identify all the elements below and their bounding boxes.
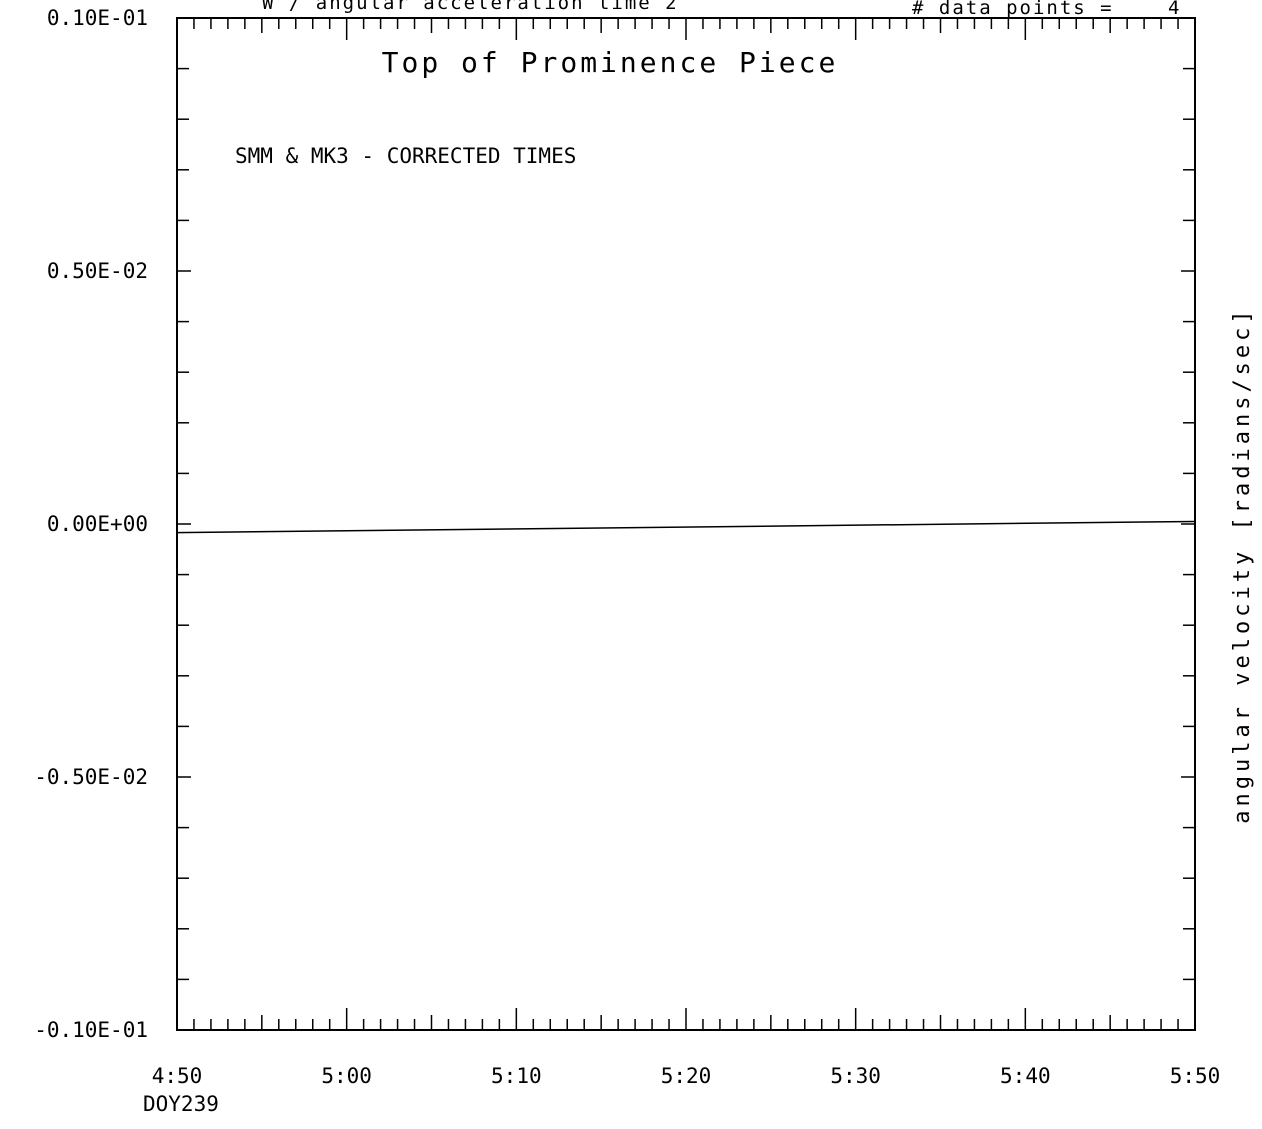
data-points-value: 4 <box>1168 0 1181 19</box>
data-points-label: # data points = <box>912 0 1114 19</box>
x-tick-label: 5:30 <box>830 1064 881 1088</box>
header-left-text: W / angular acceleration time 2 <box>262 0 679 14</box>
chart-title: Top of Prominence Piece <box>382 46 839 79</box>
series-group <box>176 520 1196 534</box>
x-tick-labels: 4:50 5:00 5:10 5:20 5:30 5:40 5:50 <box>152 1064 1221 1088</box>
x-tick-label: 5:00 <box>321 1064 372 1088</box>
y-tick-label: 0.50E-02 <box>47 259 148 283</box>
x-tick-label: 4:50 <box>152 1064 203 1088</box>
y-ticks <box>177 17 1195 1031</box>
plot-frame <box>176 17 1196 1031</box>
x-tick-label: 5:20 <box>661 1064 712 1088</box>
x-tick-label: 5:40 <box>1000 1064 1051 1088</box>
x-tick-label: 5:10 <box>491 1064 542 1088</box>
y-axis-label: angular velocity [radians/sec] <box>1230 306 1255 823</box>
y-tick-label: 0.00E+00 <box>47 512 148 536</box>
x-tick-label: 5:50 <box>1170 1064 1221 1088</box>
y-tick-labels: 0.10E-01 0.50E-02 0.00E+00 -0.50E-02 -0.10E-… <box>34 6 148 1042</box>
x-axis-label: DOY239 <box>143 1092 219 1116</box>
x-ticks <box>176 18 1196 1030</box>
y-tick-label: 0.10E-01 <box>47 6 148 30</box>
y-tick-label: -0.10E-01 <box>34 1018 148 1042</box>
series-line <box>176 520 1196 534</box>
annotation-text: SMM & MK3 - CORRECTED TIMES <box>235 144 576 168</box>
y-tick-label: -0.50E-02 <box>34 765 148 789</box>
